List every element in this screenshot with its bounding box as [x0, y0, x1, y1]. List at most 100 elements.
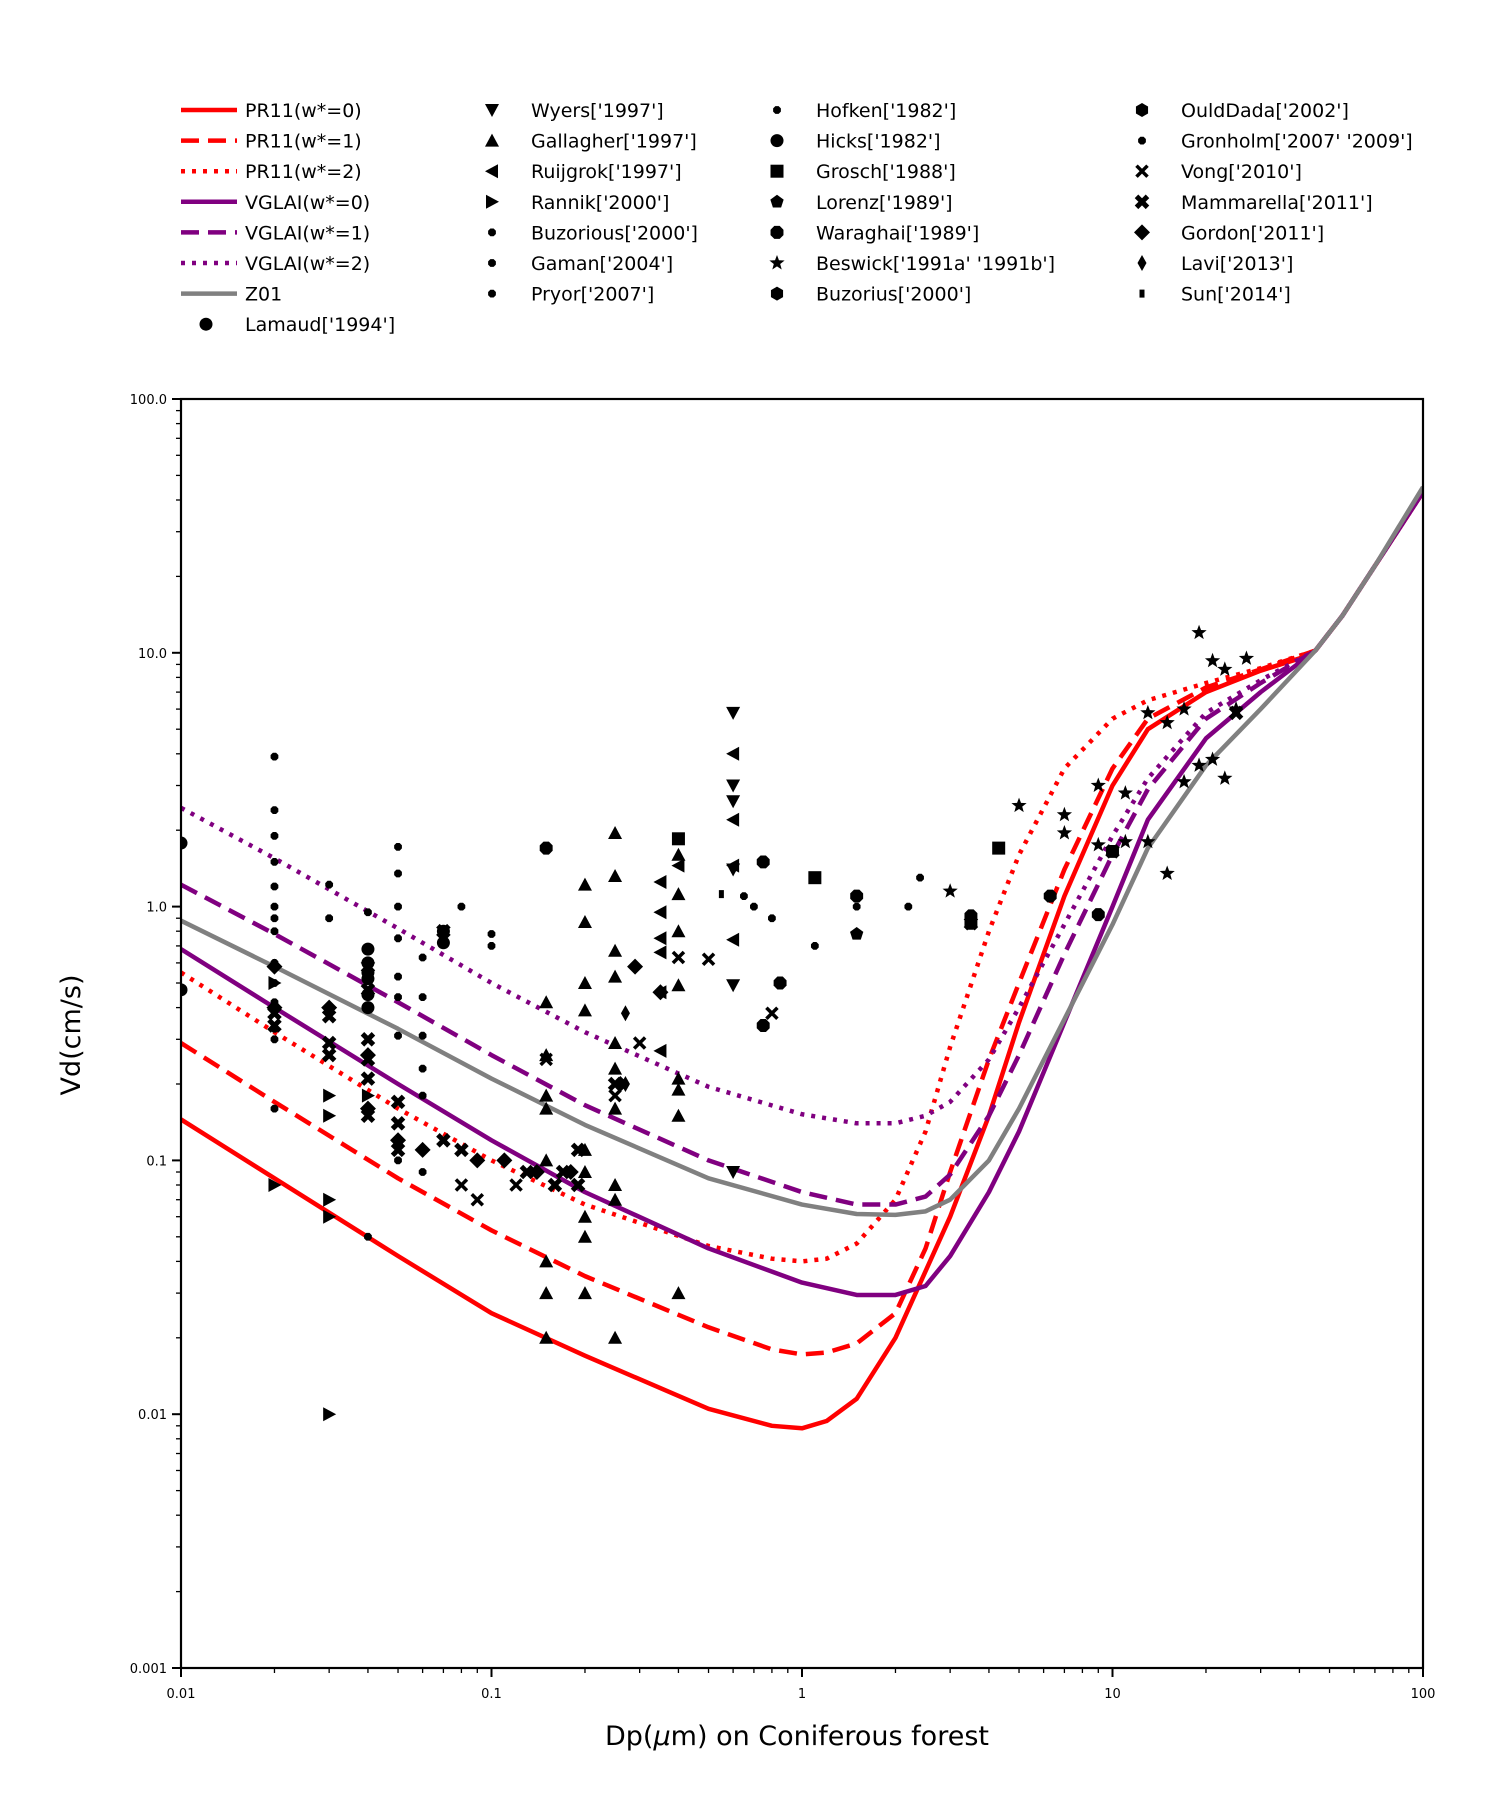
x-tick-label-0: 0.01: [167, 1687, 196, 1702]
x-axis-label: Dp(μm) on Coniferous forest: [605, 1721, 989, 1752]
scatter-point-40: [608, 1330, 623, 1344]
legend-label: Hofken['1982']: [816, 100, 956, 122]
legend-label: Vong['2010']: [1181, 161, 1302, 183]
legend-label: PR11(w*=1): [245, 131, 362, 153]
legend-item-15: Hofken['1982']: [773, 100, 956, 122]
scatter-point-140: [1191, 624, 1207, 640]
scatter-point-52: [653, 945, 667, 960]
legend-marker-swatch: [769, 255, 785, 270]
legend-label: Buzorius['2000']: [816, 284, 971, 306]
scatter-point-128: [1056, 806, 1073, 822]
legend-marker-swatch: [199, 317, 213, 331]
scatter-point-150: [608, 1088, 622, 1103]
legend-item-13: Gaman['2004']: [488, 253, 673, 275]
scatter-point-92: [394, 1031, 402, 1040]
scatter-point-192: [528, 1164, 545, 1181]
legend-marker-swatch: [486, 194, 499, 209]
y-tick-label-1: 0.01: [138, 1408, 167, 1423]
scatter-point-117: [773, 976, 787, 990]
scatter-point-12: [726, 979, 741, 993]
legend-label: Lorenz['1989']: [816, 192, 953, 214]
scatter-point-90: [394, 972, 402, 981]
legend-item-16: Hicks['1982']: [770, 131, 941, 153]
scatter-point-18: [539, 1153, 554, 1167]
scatter-point-123: [1043, 889, 1057, 903]
plot-area: [181, 485, 1423, 1431]
scatter-point-191: [496, 1152, 513, 1169]
scatter-point-186: [359, 1047, 376, 1064]
legend-label: Gaman['2004']: [531, 253, 673, 275]
scatter-point-0: [181, 836, 188, 850]
scatter-point-131: [1090, 836, 1106, 852]
scatter-point-138: [1176, 701, 1192, 716]
y-tick-label-5: 100.0: [130, 393, 167, 408]
scatter-point-144: [1217, 661, 1233, 676]
scatter-point-104: [768, 914, 776, 923]
legend-item-20: Beswick['1991a' '1991b']: [769, 253, 1055, 275]
y-tick-label-3: 1.0: [146, 901, 167, 916]
scatter-point-119: [539, 841, 553, 855]
scatter-point-156: [470, 1192, 485, 1207]
legend-item-28: Sun['2014']: [1139, 284, 1291, 306]
scatter-point-81: [270, 1104, 279, 1113]
legend-marker-swatch: [1139, 289, 1145, 298]
scatter-point-114: [992, 841, 1006, 855]
scatter-point-88: [394, 902, 402, 911]
scatter-point-80: [270, 1035, 279, 1044]
legend-marker-swatch: [1138, 136, 1146, 145]
legend-label: Lamaud['1994']: [245, 314, 395, 336]
scatter-point-142: [1204, 652, 1221, 668]
scatter-point-115: [850, 926, 864, 940]
legend-label: PR11(w*=2): [245, 161, 362, 183]
legend-item-24: Vong['2010']: [1135, 161, 1302, 183]
legend-label: Beswick['1991a' '1991b']: [816, 253, 1055, 275]
scatter-point-109: [916, 873, 924, 882]
scatter-point-39: [608, 1192, 623, 1206]
scatter-point-141: [1191, 757, 1207, 772]
scatter-point-17: [539, 1101, 554, 1115]
scatter-point-189: [414, 1141, 431, 1158]
scatter-point-67: [361, 1088, 375, 1103]
scatter-point-170: [570, 1142, 586, 1158]
scatter-point-162: [390, 1094, 406, 1110]
legend-item-21: Buzorius['2000']: [770, 284, 971, 306]
scatter-point-166: [454, 1142, 469, 1158]
legend-label: OuldDada['2002']: [1181, 100, 1349, 122]
scatter-point-197: [620, 1005, 630, 1022]
scatter-point-200: [730, 863, 736, 872]
scatter-point-112: [671, 832, 685, 846]
scatter-point-89: [394, 934, 402, 943]
scatter-point-69: [270, 806, 279, 814]
scatter-point-29: [577, 1229, 592, 1243]
scatter-point-126: [942, 883, 958, 898]
scatter-point-2: [361, 942, 375, 956]
scatter-point-96: [418, 1031, 427, 1040]
legend-label: Ruijgrok['1997']: [531, 161, 682, 183]
legend-marker-swatch: [488, 228, 496, 237]
legend-item-19: Waraghai['1989']: [770, 222, 979, 244]
legend-label: Mammarella['2011']: [1181, 192, 1373, 214]
y-tick-label-4: 10.0: [138, 647, 167, 662]
scatter-point-13: [726, 1166, 741, 1180]
series-line-3: [181, 490, 1423, 1298]
scatter-point-34: [608, 969, 623, 983]
legend-marker-swatch: [1134, 194, 1150, 210]
scatter-point-8: [726, 706, 741, 720]
scatter-point-37: [608, 1101, 623, 1115]
legend-item-27: Lavi['2013']: [1137, 253, 1293, 275]
scatter-point-9: [726, 779, 741, 793]
scatter-point-106: [810, 942, 819, 950]
scatter-point-127: [1011, 797, 1027, 813]
scatter-point-149: [539, 1052, 553, 1067]
scatter-point-83: [325, 914, 334, 923]
scatter-point-46: [671, 1082, 686, 1096]
scatter-point-82: [325, 880, 334, 889]
scatter-point-143: [1204, 751, 1221, 766]
legend-item-3: VGLAI(w*=0): [181, 192, 370, 214]
legend-item-18: Lorenz['1989']: [770, 192, 953, 214]
legend: PR11(w*=0) PR11(w*=1) PR11(w*=2) VGLAI(w*=0…: [181, 100, 1413, 336]
scatter-point-195: [652, 984, 669, 1001]
legend-item-9: Gallagher['1997']: [485, 131, 697, 153]
legend-marker-swatch: [1134, 224, 1150, 241]
